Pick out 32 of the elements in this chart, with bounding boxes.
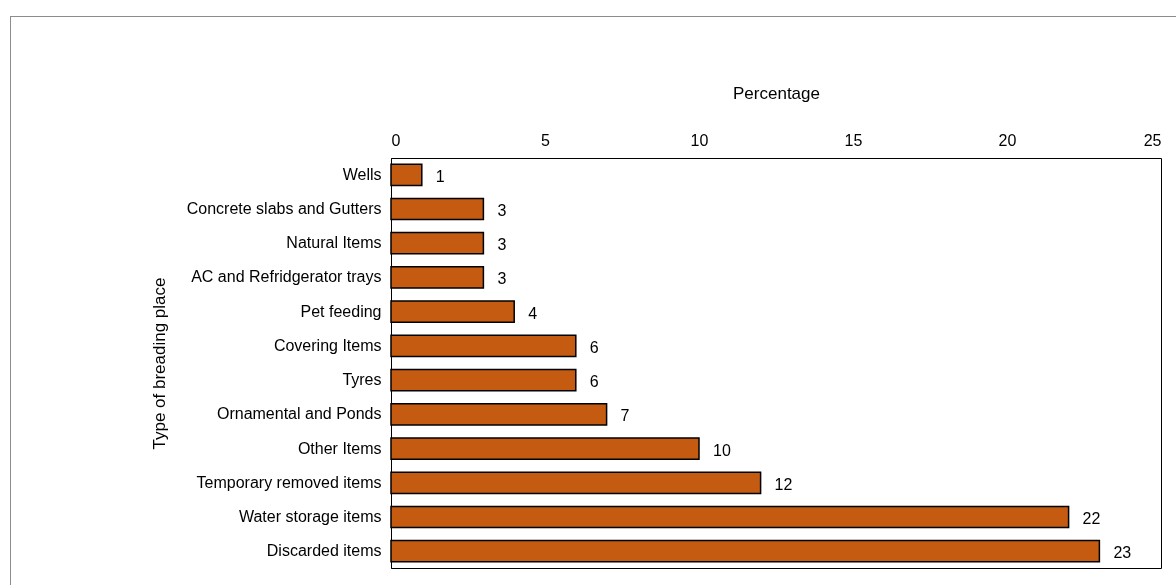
x-tick-label: 5 — [541, 131, 551, 149]
data-label: 4 — [528, 304, 538, 322]
data-label: 10 — [713, 441, 731, 459]
y-tick-label: Ornamental and Ponds — [216, 405, 382, 423]
x-tick-label: 10 — [690, 131, 709, 149]
y-tick-label: AC and Refridgerator trays — [191, 268, 382, 286]
data-label: 12 — [774, 475, 793, 493]
y-tick-label: Temporary removed items — [196, 473, 382, 491]
x-tick-label: 20 — [998, 131, 1017, 149]
y-tick-label: Tyres — [342, 371, 382, 389]
y-tick-label: Discarded items — [266, 542, 382, 560]
y-tick-label: Other Items — [297, 439, 382, 457]
y-axis-title: Type of breading place — [149, 277, 169, 450]
y-tick-label: Wells — [342, 165, 382, 183]
y-tick-label: Pet feeding — [300, 302, 382, 320]
y-tick-label: Water storage items — [238, 508, 382, 526]
y-tick-label: Natural Items — [286, 234, 382, 252]
data-label: 3 — [497, 270, 507, 288]
data-label: 7 — [620, 407, 630, 425]
data-label: 3 — [497, 236, 507, 254]
data-label: 3 — [497, 201, 507, 219]
data-label: 1 — [435, 167, 445, 185]
y-tick-label: Covering Items — [273, 336, 382, 354]
x-axis-title: Percentage — [733, 83, 820, 103]
x-tick-label: 0 — [391, 131, 401, 149]
y-tick-label: Concrete slabs and Gutters — [186, 199, 382, 217]
data-label: 22 — [1082, 510, 1101, 528]
data-label: 6 — [589, 338, 599, 356]
x-tick-label: 15 — [844, 131, 863, 149]
x-tick-label: 25 — [1143, 131, 1162, 149]
data-label: 6 — [589, 373, 599, 391]
data-label: 23 — [1113, 544, 1132, 562]
